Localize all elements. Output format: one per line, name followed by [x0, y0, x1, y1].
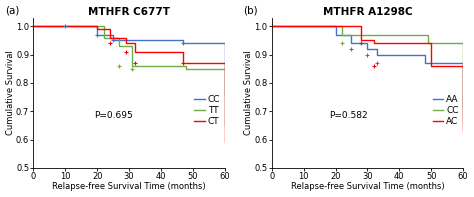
CC: [63, 25, 68, 27]
AA: [317, 25, 322, 27]
CT: [133, 50, 138, 53]
CT: [181, 62, 186, 64]
CC: [110, 39, 116, 42]
TT: [30, 25, 36, 27]
CT: [69, 25, 74, 27]
Legend: AA, CC, AC: AA, CC, AC: [433, 95, 459, 126]
CC: [181, 42, 186, 44]
Y-axis label: Cumulative Survival: Cumulative Survival: [6, 50, 15, 135]
CT: [69, 25, 74, 27]
AC: [269, 25, 274, 27]
Text: (a): (a): [5, 6, 19, 16]
CT: [94, 28, 100, 30]
TT: [117, 36, 122, 39]
AC: [460, 65, 466, 67]
AA: [317, 25, 322, 27]
AA: [374, 48, 380, 50]
Line: AC: AC: [272, 26, 463, 131]
Line: TT: TT: [33, 26, 225, 125]
CC: [110, 33, 116, 36]
CC: [460, 42, 466, 44]
AC: [333, 25, 338, 27]
CC: [425, 42, 431, 44]
CC: [460, 121, 466, 124]
CC: [222, 93, 228, 95]
CC: [425, 33, 431, 36]
CC: [339, 33, 345, 36]
Line: CC: CC: [272, 26, 463, 123]
AA: [374, 53, 380, 56]
AC: [333, 25, 338, 27]
AA: [365, 42, 370, 44]
AA: [333, 33, 338, 36]
CC: [269, 25, 274, 27]
Text: P=0.582: P=0.582: [329, 111, 368, 120]
Line: CT: CT: [33, 26, 225, 142]
AC: [358, 25, 364, 27]
CT: [133, 42, 138, 44]
TT: [129, 65, 135, 67]
CT: [123, 36, 129, 39]
Title: MTHFR A1298C: MTHFR A1298C: [323, 7, 412, 17]
AC: [428, 65, 434, 67]
CT: [222, 62, 228, 64]
AA: [365, 48, 370, 50]
TT: [100, 25, 106, 27]
X-axis label: Relapse-free Survival Time (months): Relapse-free Survival Time (months): [52, 182, 206, 191]
CT: [94, 25, 100, 27]
CC: [94, 33, 100, 36]
TT: [88, 25, 94, 27]
CT: [107, 28, 113, 30]
CC: [63, 25, 68, 27]
AC: [358, 39, 364, 42]
AA: [349, 42, 355, 44]
TT: [88, 25, 94, 27]
AC: [428, 42, 434, 44]
CT: [187, 62, 192, 64]
TT: [183, 65, 189, 67]
TT: [100, 36, 106, 39]
X-axis label: Relapse-free Survival Time (months): Relapse-free Survival Time (months): [291, 182, 444, 191]
Text: (b): (b): [243, 6, 258, 16]
Text: P=0.695: P=0.695: [95, 111, 133, 120]
CT: [30, 25, 36, 27]
CT: [107, 36, 113, 39]
Legend: CC, TT, CT: CC, TT, CT: [194, 95, 220, 126]
Line: AA: AA: [272, 26, 463, 106]
CC: [326, 25, 332, 27]
AA: [333, 25, 338, 27]
AA: [349, 33, 355, 36]
Title: MTHFR C677T: MTHFR C677T: [88, 7, 170, 17]
AA: [460, 62, 466, 64]
AA: [422, 53, 428, 56]
CC: [222, 42, 228, 44]
CT: [123, 42, 129, 44]
CC: [339, 25, 345, 27]
CC: [30, 25, 36, 27]
Line: CC: CC: [33, 26, 225, 94]
CC: [181, 39, 186, 42]
CT: [222, 141, 228, 144]
AC: [460, 130, 466, 132]
TT: [222, 124, 228, 126]
Y-axis label: Cumulative Survival: Cumulative Survival: [244, 50, 253, 135]
AA: [269, 25, 274, 27]
AA: [460, 104, 466, 107]
CT: [187, 62, 192, 64]
TT: [129, 45, 135, 47]
AC: [371, 39, 377, 42]
CC: [94, 25, 100, 27]
TT: [117, 45, 122, 47]
AA: [422, 62, 428, 64]
TT: [222, 68, 228, 70]
AC: [371, 42, 377, 44]
CC: [326, 25, 332, 27]
TT: [183, 68, 189, 70]
CT: [181, 50, 186, 53]
